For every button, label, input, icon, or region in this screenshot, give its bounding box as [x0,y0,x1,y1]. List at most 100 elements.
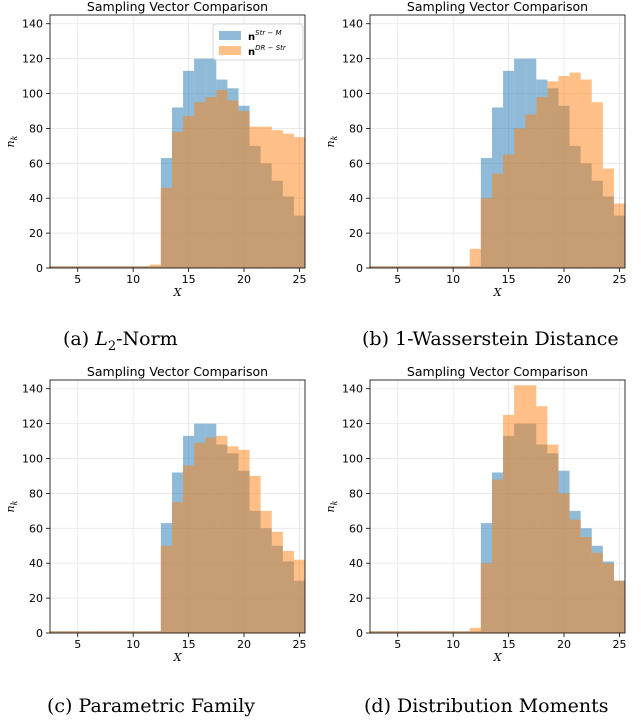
bar [194,442,206,633]
x-tick-label: 20 [237,638,251,651]
bar [216,435,228,633]
bar [238,110,250,268]
chart-panel-b: 5 10 15 20 25 0 20 40 60 80 100 120 140 Sampling Vect… [320,0,641,360]
chart-svg-d: 5 10 15 20 25 0 20 40 60 80 100 120 140 Sampling Vect… [324,364,626,664]
bar [569,72,581,268]
bar [480,563,492,633]
bar [260,126,272,268]
bar [138,266,150,268]
bar [94,266,106,268]
bar [503,154,515,268]
bar [425,266,437,268]
bar [447,631,459,633]
x-axis-label: X [493,651,503,664]
bar [116,266,128,268]
bar [503,414,515,633]
series-orange [370,385,625,633]
bar [238,449,250,633]
bar [160,187,172,268]
bar [425,631,437,633]
bar [547,444,559,633]
bar [227,100,239,268]
bar [61,631,73,633]
bar [403,631,415,633]
plot-frame [369,14,626,269]
x-tick-label: 10 [126,638,140,651]
bar [602,563,614,633]
caption-label: (d) [364,695,391,717]
x-tick-label: 15 [182,638,196,651]
bar [514,385,526,633]
y-axis-label: nk [324,135,339,147]
bar [127,266,139,268]
x-axis-label: X [493,286,503,299]
y-tick-label: 120 [342,53,363,66]
bar [249,126,261,268]
legend-label: nDR − Str [248,44,287,58]
bar [514,128,526,268]
x-tick-label: 20 [237,273,251,286]
bar [613,203,625,268]
bar [105,631,117,633]
x-tick-label: 20 [557,638,571,651]
bar [591,102,603,268]
y-tick-label: 100 [342,453,363,466]
bar [260,510,272,633]
chart-title: Sampling Vector Comparison [407,364,588,379]
chart-svg-a: 5 10 15 20 25 0 20 40 60 80 100 120 140 Sampling Vect… [4,0,306,299]
y-tick-label: 100 [22,88,43,101]
bar [536,97,548,268]
y-tick-label: 60 [349,157,363,170]
x-tick-label: 25 [292,638,306,651]
y-tick-label: 80 [29,122,43,135]
series-orange [370,72,625,268]
plot-frame [49,14,306,269]
y-tick-label: 140 [22,18,43,31]
y-axis-label: nk [4,135,19,147]
y-tick-label: 40 [349,557,363,570]
caption-a: (a) L2-Norm [63,328,178,354]
x-tick-label: 20 [557,273,571,286]
bar [403,266,415,268]
chart-panel-c: 5 10 15 20 25 0 20 40 60 80 100 120 140 Sampling Vect… [0,364,321,725]
x-tick-label: 10 [126,273,140,286]
y-tick-label: 40 [349,192,363,205]
bar [491,479,504,633]
chart-svg-c: 5 10 15 20 25 0 20 40 60 80 100 120 140 Sampling Vect… [4,364,306,664]
bar [558,493,570,633]
y-tick-label: 100 [22,453,43,466]
plot-frame [369,379,626,634]
chart-title: Sampling Vector Comparison [407,0,588,14]
caption-text: Distribution Moments [397,695,609,717]
bar [558,76,570,268]
caption-c: (c) Parametric Family [47,695,255,717]
caption-suffix: -Norm [116,328,178,350]
bar [469,627,481,633]
y-tick-label: 20 [29,592,43,605]
y-axis-label: nk [4,500,19,512]
bar [293,137,305,268]
bar [392,631,404,633]
bar [381,631,393,633]
bar [569,519,581,633]
series-orange [50,435,305,633]
x-tick-label: 5 [74,273,81,286]
x-tick-label: 5 [394,273,401,286]
chart-panel-d: 5 10 15 20 25 0 20 40 60 80 100 120 140 Sampling Vect… [320,364,641,725]
x-tick-label: 5 [394,638,401,651]
bar [50,631,62,633]
caption-text: 1-Wasserstein Distance [395,328,619,350]
y-tick-label: 140 [22,383,43,396]
bar [171,131,184,268]
bar [381,266,393,268]
x-tick-label: 15 [502,273,516,286]
chart-title: Sampling Vector Comparison [87,0,268,14]
series-orange [50,90,305,268]
bar [183,465,195,633]
y-tick-label: 120 [22,53,43,66]
bar [458,266,470,268]
y-tick-label: 60 [29,157,43,170]
caption-text: Parametric Family [78,695,256,717]
bar [525,385,537,633]
